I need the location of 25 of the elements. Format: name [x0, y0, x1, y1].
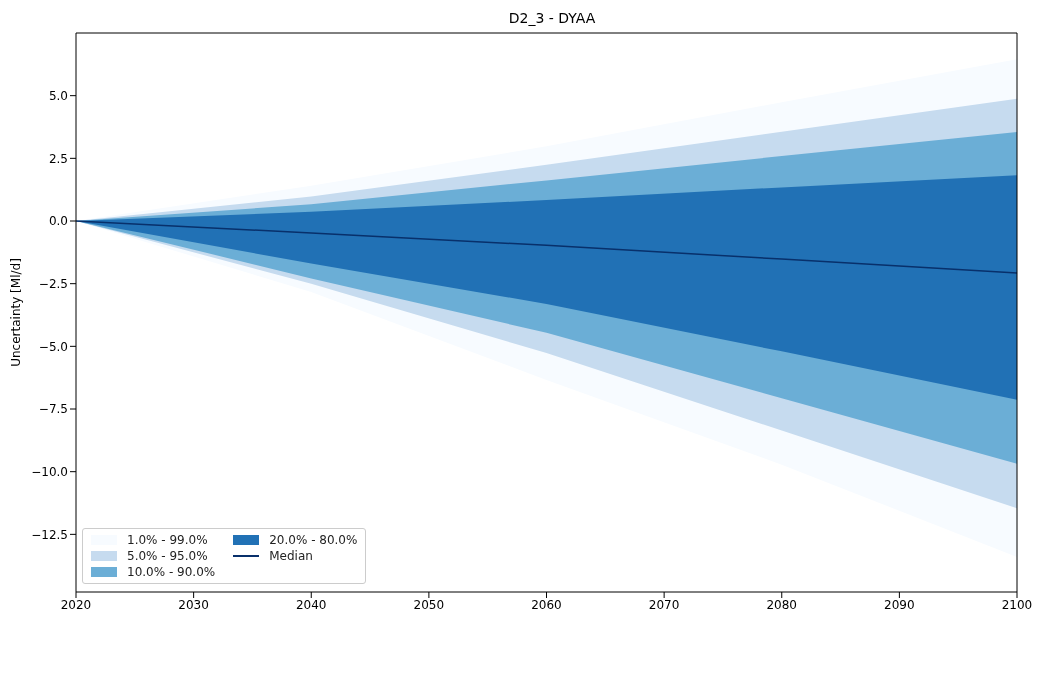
legend-label: 20.0% - 80.0% — [269, 533, 358, 547]
legend-label: Median — [269, 549, 313, 563]
line-series — [76, 220, 1017, 274]
legend-label: 10.0% - 90.0% — [127, 565, 216, 579]
legend-label: 5.0% - 95.0% — [127, 549, 208, 563]
legend-label: 1.0% - 99.0% — [127, 533, 208, 547]
x-tick-label: 2020 — [60, 597, 92, 612]
y-tick-label: −7.5 — [38, 402, 68, 417]
x-tick-label: 2090 — [884, 597, 915, 612]
y-tick-label: −10.0 — [31, 464, 68, 479]
x-tick-label: 2030 — [178, 597, 209, 612]
y-tick-label: 5.0 — [48, 88, 68, 103]
x-tick-label: 2050 — [413, 597, 445, 612]
y-tick-label: −5.0 — [38, 339, 68, 354]
x-tick-label: 2060 — [531, 597, 562, 612]
x-tick-label: 2070 — [648, 597, 680, 612]
y-tick-label: 0.0 — [48, 214, 68, 229]
y-axis-title: Uncertainty [Ml/d] — [9, 258, 24, 367]
y-tick-label: −12.5 — [31, 527, 68, 542]
x-tick-label: 2040 — [295, 597, 327, 612]
y-tick-label: 2.5 — [48, 151, 68, 166]
x-tick-label: 2080 — [766, 597, 798, 612]
x-tick-label: 2100 — [1001, 597, 1033, 612]
y-tick-label: −2.5 — [38, 276, 68, 291]
chart-title: D2_3 - DYAA — [507, 10, 597, 26]
